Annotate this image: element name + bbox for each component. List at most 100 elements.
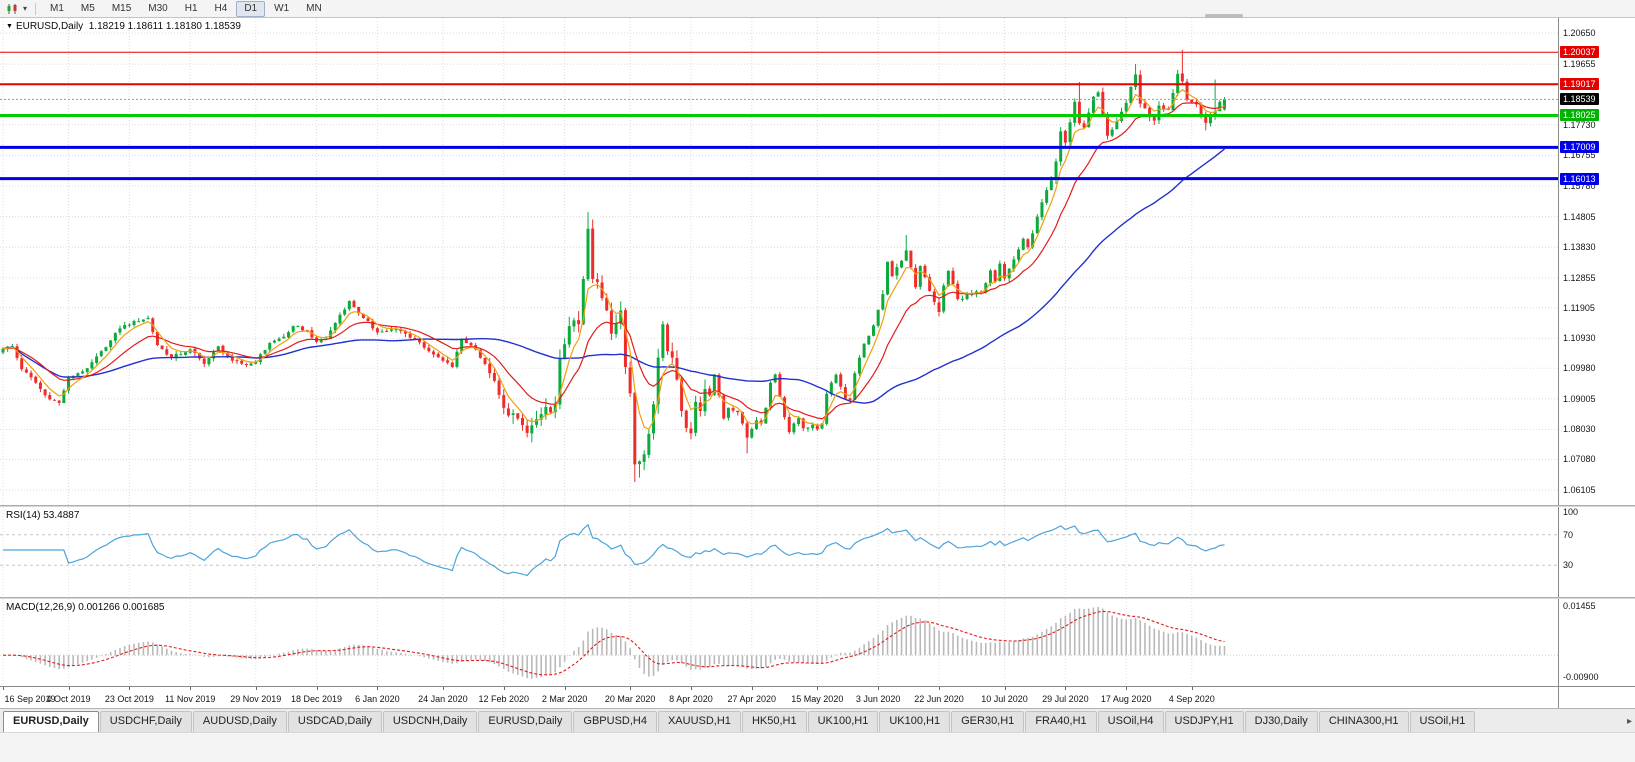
- chart-tab-dj30-daily[interactable]: DJ30,Daily: [1244, 711, 1318, 732]
- price-axis-label: 1.19655: [1563, 59, 1596, 70]
- date-tick-mark: [630, 687, 632, 690]
- chart-tab-uk100-h1[interactable]: UK100,H1: [879, 711, 951, 732]
- rsi-axis-label: 30: [1563, 560, 1574, 571]
- date-axis[interactable]: 16 Sep 2019 4 Oct 2019 23 Oct 2019 11 Nov 2…: [0, 686, 1558, 708]
- date-axis-label: 12 Feb 2020: [478, 694, 530, 704]
- chart-tab-gbpusd-h4[interactable]: GBPUSD,H4: [573, 711, 657, 732]
- chart-type-dropdown-icon[interactable]: ▾: [23, 4, 28, 13]
- chart-tab-usdjpy-h1[interactable]: USDJPY,H1: [1164, 711, 1244, 732]
- price-level-badge: 1.18539: [1560, 93, 1599, 106]
- chart-tab-china300-h1[interactable]: CHINA300,H1: [1318, 711, 1409, 732]
- date-tick-mark: [503, 687, 505, 690]
- timeframe-button-d1[interactable]: D1: [236, 0, 266, 17]
- chart-tab-usoil-h4[interactable]: USOil,H4: [1097, 711, 1164, 732]
- date-tick-mark: [1191, 687, 1193, 690]
- timeframe-button-m1[interactable]: M1: [50, 2, 64, 14]
- date-tick-mark: [190, 687, 192, 690]
- timeframe-button-m5[interactable]: M5: [80, 2, 95, 14]
- macd-histogram-layer: [6, 606, 1226, 679]
- date-tick-mark: [751, 687, 753, 690]
- timeframe-buttons: M1 M5 M15 M30 H1 H4 D1 W1 MN: [42, 0, 331, 17]
- date-tick-mark: [68, 687, 70, 690]
- date-tick-mark: [690, 687, 692, 690]
- date-axis-label: 4 Oct 2019: [46, 694, 91, 704]
- candlestick-glyph: [7, 3, 17, 14]
- price-axis-label: 1.17730: [1563, 119, 1596, 130]
- date-axis-label: 15 May 2020: [791, 694, 844, 704]
- price-axis-label: 1.20650: [1563, 27, 1596, 38]
- chart-tab-eurusd-daily[interactable]: EURUSD,Daily: [478, 711, 573, 732]
- panel-splitter[interactable]: [0, 505, 1635, 507]
- date-tick-mark: [255, 687, 257, 690]
- chart-tab-eurusd-daily[interactable]: EURUSD,Daily: [3, 711, 99, 732]
- chart-type-icon[interactable]: [4, 2, 22, 16]
- rsi-panel[interactable]: RSI(14) 53.4887: [0, 507, 1558, 597]
- macd-canvas[interactable]: [0, 599, 1558, 686]
- date-axis-label: 24 Jan 2020: [418, 694, 468, 704]
- date-axis-label: 2 Mar 2020: [541, 694, 588, 704]
- panel-splitter[interactable]: [0, 597, 1635, 599]
- timeframe-toolbar: ▾ M1 M5 M15 M30 H1 H4 D1 W1 MN: [0, 0, 1635, 19]
- date-axis-label: 8 Apr 2020: [669, 694, 713, 704]
- price-axis-label: 1.10930: [1563, 333, 1596, 344]
- date-tick-mark: [442, 687, 444, 690]
- date-tick-mark: [1065, 687, 1067, 690]
- date-axis-label: 17 Aug 2020: [1100, 694, 1152, 704]
- chart-tab-audusd-daily[interactable]: AUDUSD,Daily: [192, 711, 287, 732]
- timeframe-button-mn[interactable]: MN: [306, 2, 322, 14]
- chart-tab-xauusd-h1[interactable]: XAUUSD,H1: [657, 711, 741, 732]
- price-axis[interactable]: 1.20650 1.19655 1.17730 1.16755 1.15780 1.148…: [1558, 18, 1635, 505]
- price-level-badge: 1.20037: [1560, 46, 1599, 59]
- price-axis-label: 1.08030: [1563, 424, 1596, 435]
- date-axis-label: 16 Sep 2019: [4, 694, 56, 704]
- macd-panel[interactable]: MACD(12,26,9) 0.001266 0.001685: [0, 599, 1558, 686]
- price-axis-label: 1.06105: [1563, 484, 1596, 495]
- rsi-canvas[interactable]: [0, 507, 1558, 597]
- tab-scroll-right-icon[interactable]: ▸: [1626, 716, 1632, 727]
- price-level-badge: 1.16013: [1560, 172, 1599, 185]
- chart-symbol-label: EURUSD,Daily: [15, 21, 84, 32]
- chart-tab-usdchf-daily[interactable]: USDCHF,Daily: [99, 711, 192, 732]
- date-tick-mark: [564, 687, 566, 690]
- price-axis-label: 1.15780: [1563, 180, 1596, 191]
- chart-tab-ger30-h1[interactable]: GER30,H1: [951, 711, 1025, 732]
- macd-axis-bottom-label: -0.00900: [1563, 672, 1599, 682]
- chart-tab-usdcad-daily[interactable]: USDCAD,Daily: [287, 711, 382, 732]
- chart-stack: ▼ EURUSD,Daily 1.18219 1.18611 1.18180 1.…: [0, 18, 1635, 708]
- chart-tab-uk100-h1[interactable]: UK100,H1: [807, 711, 879, 732]
- price-level-badge: 1.17009: [1560, 141, 1599, 154]
- chart-tab-hk50-h1[interactable]: HK50,H1: [741, 711, 807, 732]
- chart-ohlc-label: 1.18219 1.18611 1.18180 1.18539: [88, 21, 241, 32]
- date-tick-mark: [3, 687, 4, 690]
- chart-tabs: EURUSD,Daily USDCHF,Daily AUDUSD,Daily USDC…: [3, 711, 1476, 732]
- chart-tab-usdcnh-daily[interactable]: USDCNH,Daily: [382, 711, 478, 732]
- timeframe-button-m30[interactable]: M30: [148, 2, 168, 14]
- rsi-axis-label: 100: [1563, 507, 1579, 517]
- date-tick-mark: [817, 687, 819, 690]
- price-axis-label: 1.09005: [1563, 393, 1596, 404]
- chart-tab-fra40-h1[interactable]: FRA40,H1: [1025, 711, 1097, 732]
- date-axis-label: 10 Jul 2020: [981, 694, 1028, 704]
- date-axis-label: 6 Jan 2020: [355, 694, 400, 704]
- timeframe-button-h4[interactable]: H4: [214, 2, 228, 14]
- date-axis-label: 23 Oct 2019: [104, 694, 154, 704]
- timeframe-button-w1[interactable]: W1: [274, 2, 290, 14]
- date-tick-mark: [1126, 687, 1128, 690]
- timeframe-button-h1[interactable]: H1: [184, 2, 198, 14]
- macd-axis: 0.01455 -0.00900: [1558, 599, 1635, 686]
- timeframe-button-m15[interactable]: M15: [111, 2, 132, 14]
- toolbar-separator: [35, 2, 37, 15]
- chart-title: ▼ EURUSD,Daily 1.18219 1.18611 1.18180 1.…: [6, 21, 241, 32]
- date-axis-label: 3 Jun 2020: [855, 694, 901, 704]
- price-axis-label: 1.11905: [1563, 302, 1595, 313]
- price-axis-label: 1.13830: [1563, 242, 1596, 253]
- status-strip: [0, 732, 1635, 762]
- chart-tab-usoil-h1[interactable]: USOil,H1: [1409, 711, 1476, 732]
- price-chart-panel[interactable]: ▼ EURUSD,Daily 1.18219 1.18611 1.18180 1.…: [0, 18, 1558, 505]
- chart-hscroll-thumb[interactable]: [1205, 14, 1243, 19]
- date-axis-label: 18 Dec 2019: [291, 694, 343, 704]
- price-chart-canvas[interactable]: [0, 18, 1558, 505]
- date-axis-label: 22 Jun 2020: [914, 694, 964, 704]
- chart-tab-bar: EURUSD,Daily USDCHF,Daily AUDUSD,Daily USDC…: [0, 708, 1635, 732]
